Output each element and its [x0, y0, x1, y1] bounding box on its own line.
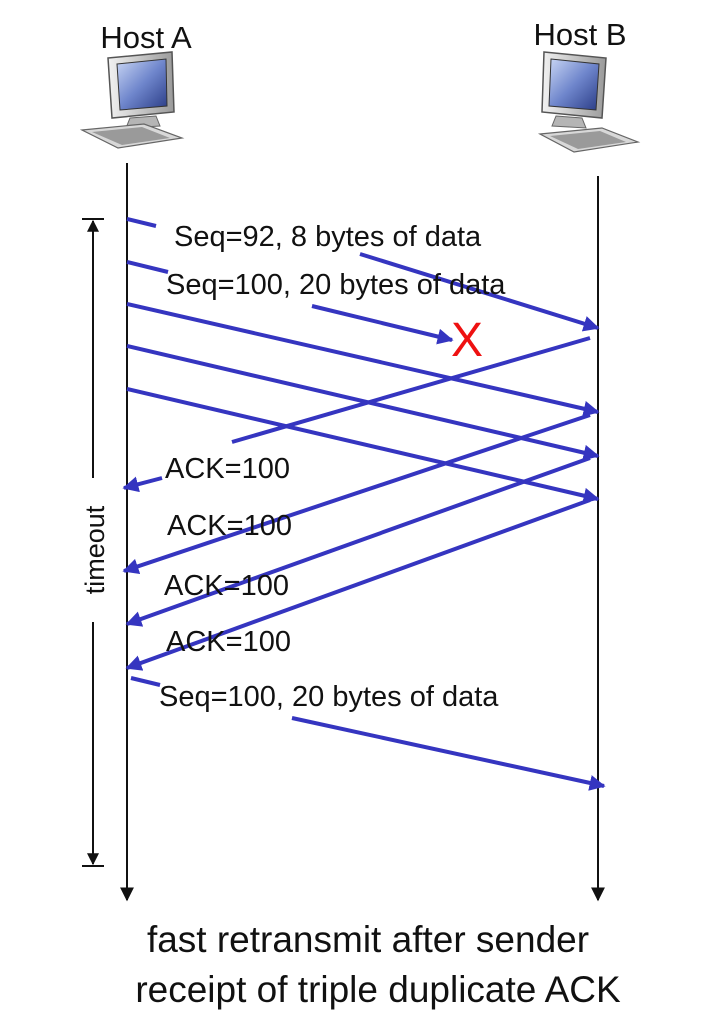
ack-3 [125, 456, 591, 627]
caption-line-1: fast retransmit after sender [147, 919, 589, 960]
computer-icon-host-b [537, 51, 641, 153]
segment-5 [126, 387, 600, 504]
segment-seq100-start [126, 260, 169, 274]
label-ack-3: ACK=100 [164, 570, 289, 602]
segment-4 [126, 344, 600, 461]
segment-seq100-lost [311, 304, 454, 345]
retransmit-start [130, 676, 161, 687]
computer-icon-host-a [79, 51, 185, 149]
label-ack-4: ACK=100 [166, 626, 291, 658]
host-a-label: Host A [100, 20, 192, 55]
timeout-label: timeout [80, 505, 110, 594]
label-retransmit: Seq=100, 20 bytes of data [159, 681, 499, 713]
ack-1 [122, 476, 163, 493]
caption-line-2: receipt of triple duplicate ACK [135, 969, 621, 1010]
label-seq100: Seq=100, 20 bytes of data [166, 269, 506, 301]
loss-x-marker: X [451, 314, 483, 367]
ack-2 [122, 413, 591, 575]
label-ack-2: ACK=100 [167, 510, 292, 542]
label-ack-1: ACK=100 [165, 453, 290, 485]
timeout-interval [82, 218, 104, 867]
label-seq92: Seq=92, 8 bytes of data [174, 221, 482, 253]
retransmit-segment [291, 716, 606, 791]
segment-seq92-start [126, 217, 157, 228]
host-b-label: Host B [533, 17, 626, 52]
segment-seq92 [359, 252, 600, 332]
ack-4 [125, 498, 591, 671]
segment-3 [126, 302, 600, 417]
ack-1-upper [231, 336, 591, 444]
